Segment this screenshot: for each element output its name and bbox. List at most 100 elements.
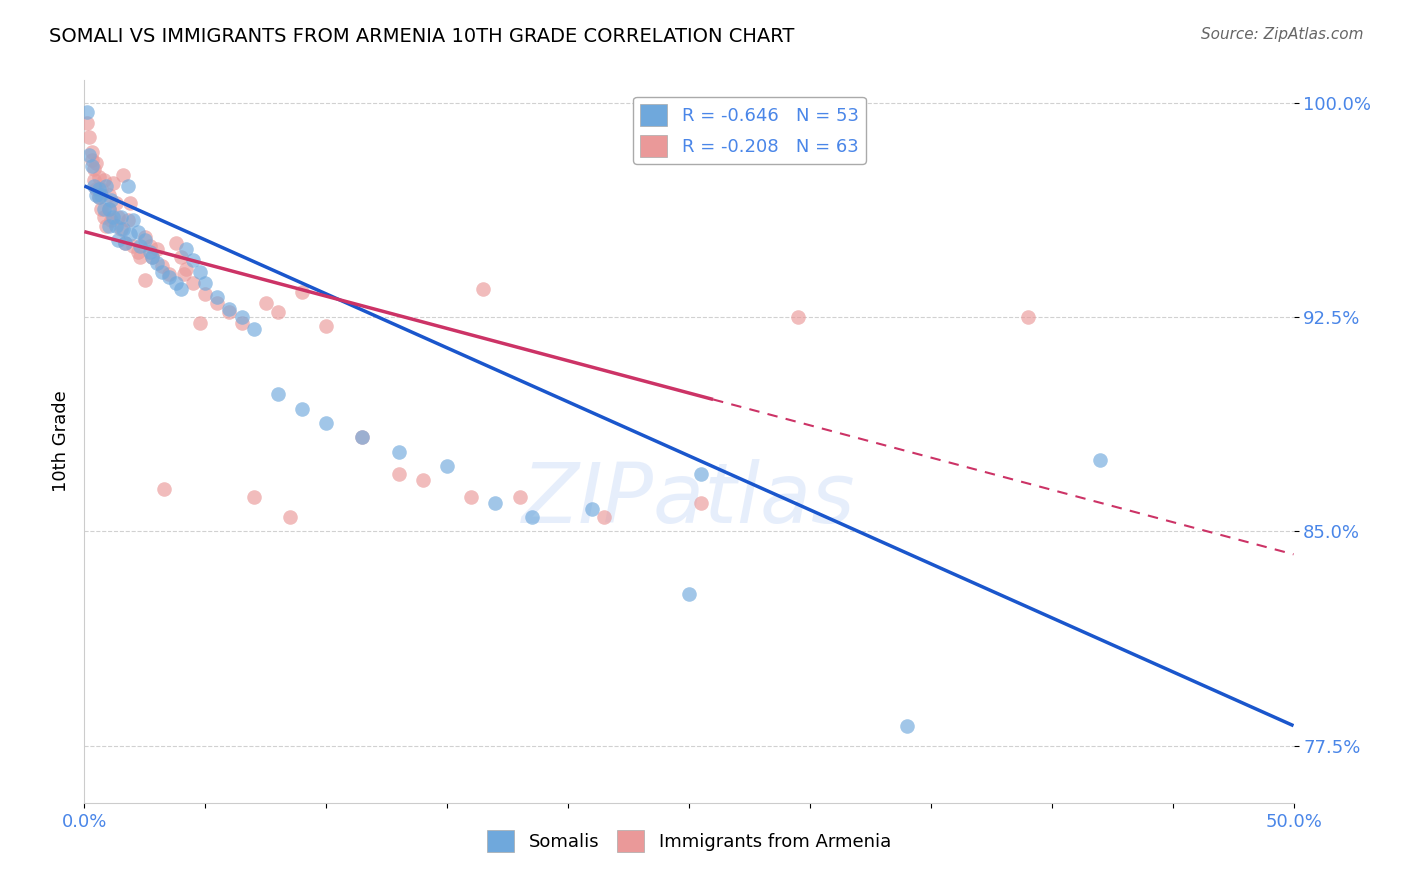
Point [117, 178, 139, 193]
Point [138, 244, 160, 259]
Point [388, 467, 411, 482]
Point [93, 202, 115, 216]
Point [1088, 453, 1111, 467]
Point [141, 250, 163, 264]
Point [90, 182, 112, 196]
Point [690, 467, 713, 482]
Point [690, 496, 713, 510]
Point [181, 276, 204, 290]
Point [100, 193, 122, 207]
Point [86, 156, 108, 170]
Point [112, 168, 135, 182]
Point [87, 190, 110, 204]
Point [127, 225, 149, 239]
Point [153, 482, 176, 496]
Point [207, 290, 229, 304]
Point [267, 304, 290, 318]
Point [127, 244, 149, 259]
Point [120, 196, 142, 211]
Point [165, 235, 187, 250]
Point [129, 239, 152, 253]
Point [112, 221, 135, 235]
Point [80, 153, 103, 168]
Point [134, 233, 156, 247]
Point [103, 211, 125, 225]
Point [87, 170, 110, 185]
Point [412, 473, 434, 487]
Point [194, 276, 217, 290]
Point [76, 116, 98, 130]
Point [107, 233, 129, 247]
Point [93, 211, 115, 225]
Point [107, 211, 129, 225]
Point [593, 510, 616, 524]
Point [254, 296, 277, 310]
Point [896, 719, 918, 733]
Point [291, 401, 314, 416]
Point [242, 490, 264, 504]
Point [83, 178, 105, 193]
Point [97, 202, 120, 216]
Point [388, 444, 411, 458]
Point [94, 219, 117, 233]
Point [472, 282, 495, 296]
Point [146, 242, 169, 256]
Point [174, 242, 197, 256]
Point [786, 310, 808, 325]
Point [77, 130, 100, 145]
Point [581, 501, 603, 516]
Point [114, 235, 136, 250]
Point [170, 282, 193, 296]
Point [460, 490, 482, 504]
Point [242, 322, 264, 336]
Point [157, 270, 180, 285]
Point [218, 301, 240, 316]
Point [315, 416, 337, 430]
Point [100, 213, 122, 227]
Point [86, 187, 108, 202]
Point [174, 261, 197, 276]
Point [181, 253, 204, 268]
Point [165, 276, 187, 290]
Point [104, 196, 127, 211]
Point [170, 250, 193, 264]
Point [484, 496, 506, 510]
Point [190, 265, 212, 279]
Y-axis label: 10th Grade: 10th Grade [52, 391, 70, 492]
Point [190, 316, 212, 330]
Point [509, 490, 531, 504]
Point [121, 239, 143, 253]
Point [150, 259, 173, 273]
Point [80, 145, 103, 159]
Point [83, 161, 105, 176]
Point [97, 219, 120, 233]
Point [80, 159, 103, 173]
Point [121, 213, 143, 227]
Point [90, 187, 112, 202]
Text: ZIPatlas: ZIPatlas [522, 458, 856, 540]
Point [120, 227, 142, 242]
Text: SOMALI VS IMMIGRANTS FROM ARMENIA 10TH GRADE CORRELATION CHART: SOMALI VS IMMIGRANTS FROM ARMENIA 10TH G… [49, 27, 794, 45]
Point [138, 239, 160, 253]
Point [103, 176, 125, 190]
Point [173, 268, 195, 282]
Point [76, 104, 98, 119]
Point [94, 178, 117, 193]
Point [77, 147, 100, 161]
Point [141, 250, 163, 264]
Point [352, 430, 374, 444]
Point [150, 265, 173, 279]
Point [1017, 310, 1039, 325]
Point [436, 458, 458, 473]
Point [97, 187, 120, 202]
Point [291, 285, 314, 299]
Point [110, 211, 132, 225]
Point [315, 318, 337, 333]
Point [83, 173, 105, 187]
Point [157, 268, 180, 282]
Point [129, 250, 152, 264]
Point [114, 235, 136, 250]
Text: Source: ZipAtlas.com: Source: ZipAtlas.com [1201, 27, 1364, 42]
Point [520, 510, 543, 524]
Point [352, 430, 374, 444]
